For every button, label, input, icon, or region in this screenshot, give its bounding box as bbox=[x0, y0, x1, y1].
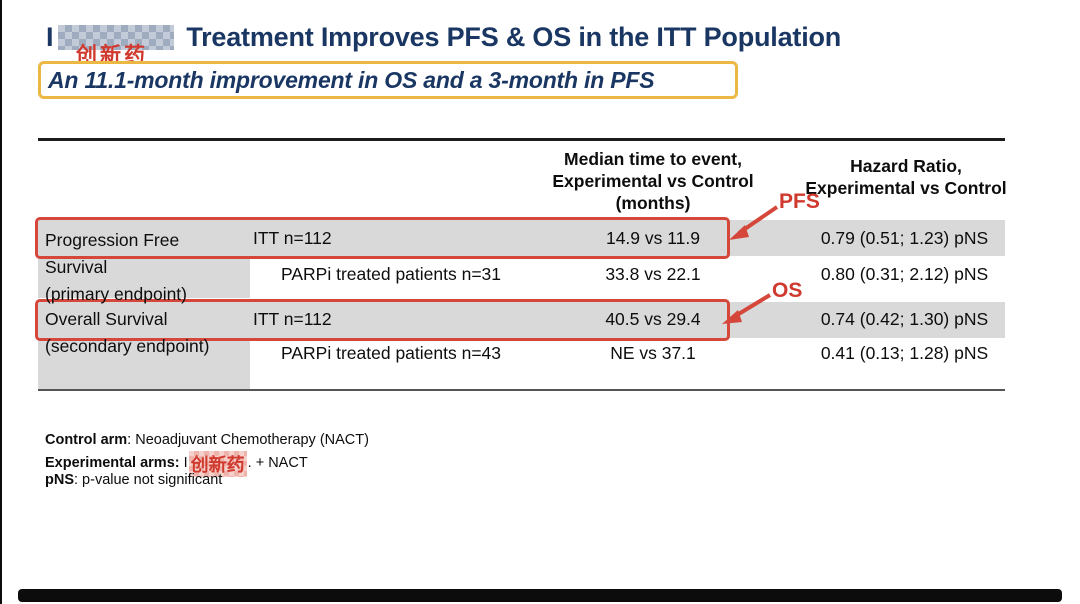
footnote-control-arm: Control arm: Neoadjuvant Chemotherapy (N… bbox=[45, 432, 369, 448]
os-arrow-icon bbox=[722, 293, 772, 324]
footnote-control-label: Control arm bbox=[45, 432, 128, 448]
os-annotation-label: OS bbox=[772, 279, 803, 302]
footnote-experimental-suffix: . + NACT bbox=[247, 455, 308, 471]
pfs-annotation-label: PFS bbox=[779, 190, 820, 213]
endpoint-column-shading-bottom bbox=[38, 302, 250, 389]
footnote-control-text: : Neoadjuvant Chemotherapy (NACT) bbox=[127, 432, 369, 448]
bottom-bar bbox=[18, 589, 1062, 602]
footnote-redaction-mosaic: 创新药 bbox=[189, 451, 247, 477]
left-edge-line bbox=[0, 0, 2, 604]
title-prefix: I bbox=[46, 22, 54, 52]
endpoint-pfs-label: Progression Free Survival (primary endpo… bbox=[45, 230, 187, 304]
hazard-ratio-value: 0.41 (0.13; 1.28) pNS bbox=[820, 343, 989, 363]
column-header-hazard-ratio: Hazard Ratio, Experimental vs Control bbox=[805, 156, 1007, 198]
slide-title: I Treatment Improves PFS & OS in the ITT… bbox=[46, 22, 841, 53]
hazard-ratio-value: 0.74 (0.42; 1.30) pNS bbox=[820, 309, 989, 329]
itt-os-row-shading bbox=[250, 302, 1005, 338]
table-row-group: PARPi treated patients n=43 bbox=[281, 343, 502, 363]
median-value: 14.9 vs 11.9 bbox=[605, 228, 701, 248]
endpoint-os-label: Overall Survival (secondary endpoint) bbox=[45, 309, 210, 356]
footnote-experimental-arms: Experimental arms: I 创新药. + NACT bbox=[45, 451, 308, 477]
footnote-experimental-prefix: I bbox=[179, 455, 188, 471]
table-bottom-rule bbox=[38, 389, 1005, 391]
redaction-mosaic bbox=[58, 25, 175, 50]
column-header-median: Median time to event, Experimental vs Co… bbox=[552, 149, 754, 213]
median-value: 40.5 vs 29.4 bbox=[605, 309, 701, 329]
footnote-pns-label: pNS bbox=[45, 472, 74, 488]
hazard-ratio-value: 0.80 (0.31; 2.12) pNS bbox=[820, 264, 989, 284]
footnote-pns: pNS: p-value not significant bbox=[45, 472, 222, 488]
pfs-arrow-icon bbox=[729, 205, 779, 240]
table-top-rule bbox=[38, 138, 1005, 141]
table-row-group: PARPi treated patients n=31 bbox=[281, 264, 502, 284]
subtitle-callout-box: An 11.1-month improvement in OS and a 3-… bbox=[38, 61, 738, 99]
subtitle-text: An 11.1-month improvement in OS and a 3-… bbox=[48, 66, 655, 93]
table-row-group: ITT n=112 bbox=[253, 228, 332, 248]
title-text: Treatment Improves PFS & OS in the ITT P… bbox=[186, 22, 842, 52]
footnote-redacted-overlay-text: 创新药 bbox=[190, 455, 245, 476]
footnote-experimental-label: Experimental arms: bbox=[45, 455, 180, 471]
itt-pfs-row-shading bbox=[250, 220, 1005, 256]
table-row-group: ITT n=112 bbox=[253, 309, 332, 329]
median-value: NE vs 37.1 bbox=[610, 343, 696, 363]
pfs-highlight-box bbox=[35, 217, 730, 259]
footnote-pns-text: : p-value not significant bbox=[74, 472, 223, 488]
hazard-ratio-value: 0.79 (0.51; 1.23) pNS bbox=[820, 228, 989, 248]
endpoint-column-shading-top bbox=[38, 220, 250, 298]
median-value: 33.8 vs 22.1 bbox=[605, 264, 701, 284]
